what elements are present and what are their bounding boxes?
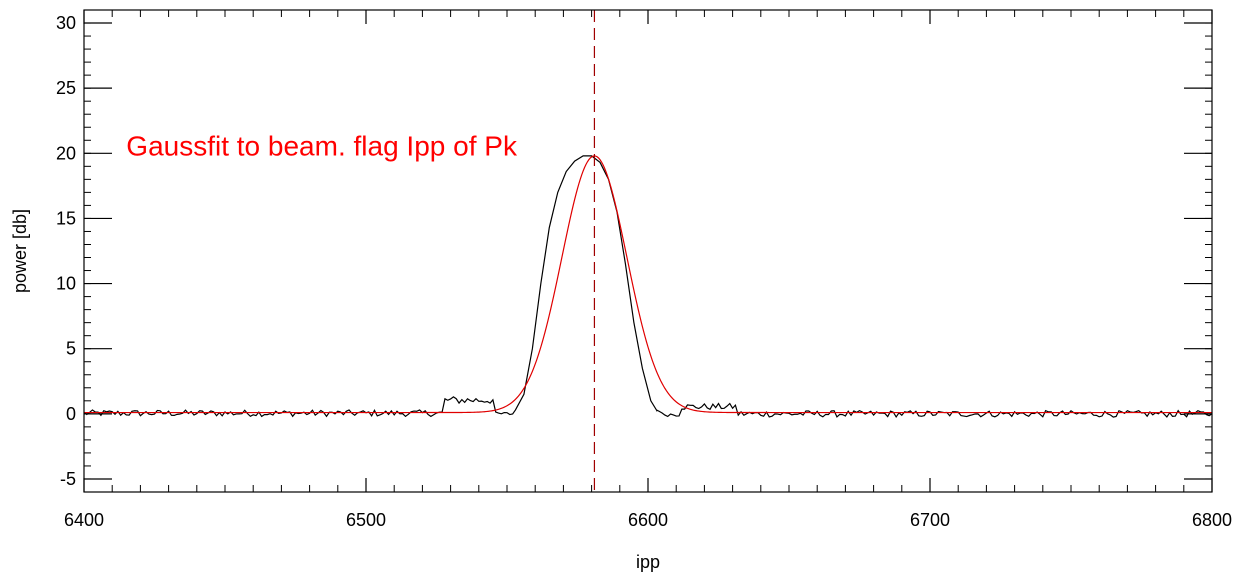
- x-tick-label: 6800: [1192, 510, 1232, 530]
- y-tick-label: 0: [66, 404, 76, 424]
- x-tick-label: 6600: [628, 510, 668, 530]
- y-tick-label: 15: [56, 208, 76, 228]
- y-tick-label: 10: [56, 274, 76, 294]
- x-tick-label: 6400: [64, 510, 104, 530]
- y-tick-label: 20: [56, 143, 76, 163]
- y-axis-label: power [db]: [10, 209, 30, 293]
- gaussian-fit-line: [84, 155, 1212, 414]
- x-tick-label: 6500: [346, 510, 386, 530]
- x-tick-label: 6700: [910, 510, 950, 530]
- y-tick-label: 25: [56, 78, 76, 98]
- y-tick-label: 30: [56, 13, 76, 33]
- y-tick-label: 5: [66, 339, 76, 359]
- chart-annotation: Gaussfit to beam. flag Ipp of Pk: [126, 130, 518, 161]
- x-axis-label: ipp: [636, 552, 660, 572]
- axis-tick-labels: 6400 6500 6600 6700 6800 -5 0 5 10 15 20 25 30: [56, 13, 1232, 530]
- axis-ticks: [83, 9, 1213, 493]
- measured-series-line: [84, 155, 1212, 419]
- y-tick-label: -5: [60, 469, 76, 489]
